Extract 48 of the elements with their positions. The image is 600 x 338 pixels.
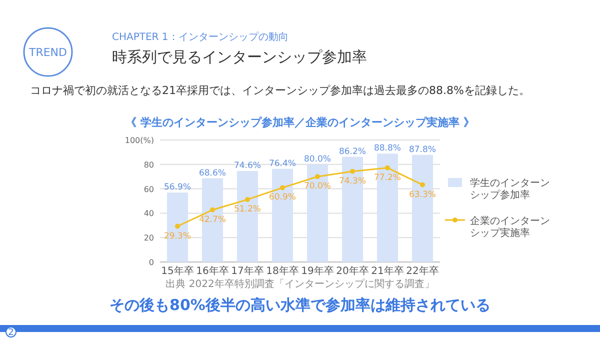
data-label: 74.3% — [339, 176, 366, 186]
point — [245, 197, 250, 202]
data-label: 77.2% — [374, 172, 401, 183]
data-label: 86.2% — [339, 146, 366, 157]
text: コロナ禍で初の就活となる21卒採用では、インターンシップ参加率は過去最多の88.8%を記録した。 — [30, 84, 530, 97]
x-tick-label: 20年卒 — [336, 265, 369, 277]
point — [210, 207, 215, 212]
text: CHAPTER 1：インターンシップの動向 — [112, 31, 288, 43]
data-label: 68.6% — [199, 168, 226, 178]
y-tick-label: 80 — [144, 160, 154, 170]
data-label: 74.6% — [234, 161, 261, 171]
x-tick-label: 19年卒 — [301, 265, 334, 277]
legend-label: 学生のインターンシップ参加率 — [470, 177, 550, 201]
data-label: 51.2% — [234, 204, 261, 215]
x-tick-label: 17年卒 — [231, 265, 264, 277]
data-label: 60.9% — [269, 192, 296, 203]
x-tick-label: 16年卒 — [196, 265, 229, 277]
x-tick-label: 18年卒 — [266, 265, 299, 277]
data-label: 56.9% — [164, 182, 191, 193]
point — [315, 174, 320, 180]
point — [385, 165, 390, 170]
source-note: 出典 2022年卒特別調査「インターンシップに関する調査」 — [166, 278, 434, 290]
data-label: 80.0% — [304, 154, 331, 164]
legend-label: 企業のインターンシップ実施率 — [470, 215, 550, 239]
y-tick-label: 20 — [144, 234, 154, 243]
point — [420, 182, 425, 188]
data-label: 63.3% — [409, 190, 436, 200]
data-label: 29.3% — [164, 231, 191, 242]
point — [350, 168, 355, 174]
point — [175, 224, 180, 229]
chart-title: 《 学生のインターンシップ参加率／企業のインターンシップ実施率 》 — [126, 116, 474, 129]
y-tick-label: 60 — [144, 184, 154, 194]
text: TREND — [28, 46, 68, 59]
text: その後も80%後半の高い水準で参加率は維持されている — [110, 296, 490, 314]
text: 時系列で見るインターンシップ参加率 — [112, 48, 367, 66]
x-tick-label: 22年卒 — [406, 265, 439, 277]
point — [280, 185, 285, 190]
x-tick-label: 21年卒 — [371, 265, 404, 277]
data-label: 87.8% — [409, 144, 436, 155]
data-label: 70.0% — [304, 182, 331, 192]
data-label: 88.8% — [374, 144, 401, 154]
y-tick-label: 100(%) — [124, 136, 154, 145]
text: 2 — [8, 328, 14, 338]
data-label: 76.4% — [269, 158, 296, 169]
x-tick-label: 15年卒 — [161, 265, 194, 277]
y-tick-label: 0 — [148, 258, 154, 267]
data-label: 42.7% — [199, 214, 226, 225]
y-tick-label: 40 — [144, 209, 154, 218]
